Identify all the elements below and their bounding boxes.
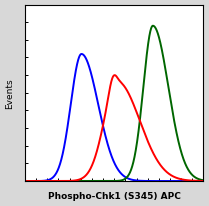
X-axis label: Phospho-Chk1 (S345) APC: Phospho-Chk1 (S345) APC xyxy=(48,192,181,200)
Y-axis label: Events: Events xyxy=(6,78,15,109)
